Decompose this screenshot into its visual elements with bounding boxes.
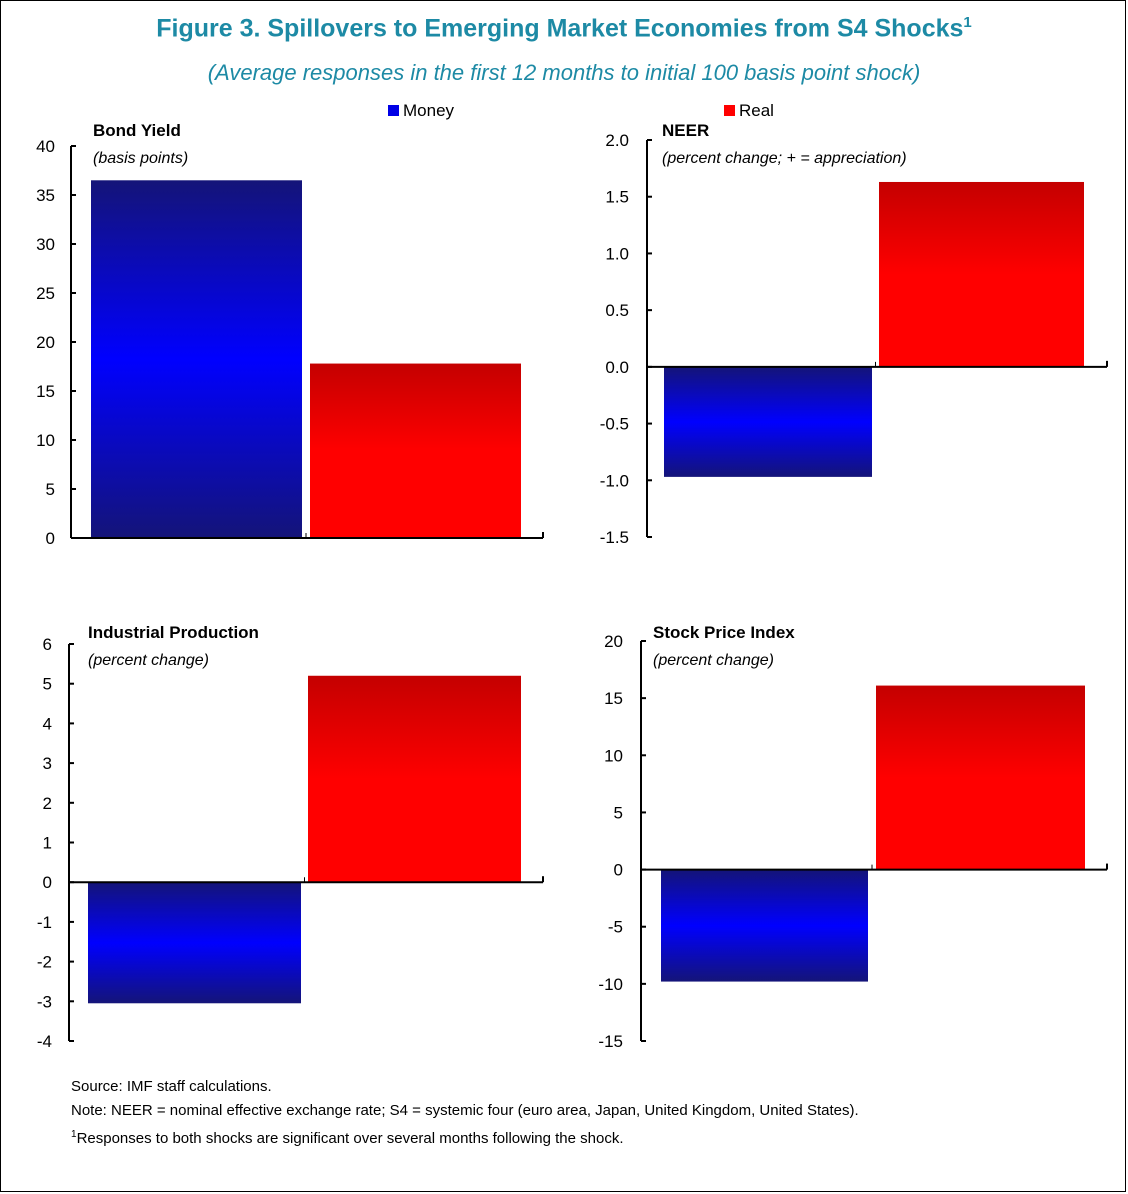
y-tick-label: 5 <box>614 803 623 822</box>
bar-real <box>308 675 521 883</box>
panel-subtitle: (percent change) <box>653 652 774 669</box>
footnote-text: Responses to both shocks are significant… <box>76 1130 624 1147</box>
y-tick-label: -0.5 <box>600 415 629 434</box>
y-tick-label: 0.0 <box>605 358 629 377</box>
panel-subtitle: (percent change) <box>88 652 209 669</box>
chart-panel-2: 2.0 1.5 1.0 0.5 0.0 -0.5 -1.0 -1.5 NEER (percent … <box>600 121 1108 547</box>
y-tick-label: 3 <box>43 754 52 773</box>
y-tick-label: 30 <box>36 235 55 254</box>
y-tick-label: 6 <box>43 635 52 654</box>
y-tick-label: 4 <box>43 714 52 733</box>
y-tick-label: 2 <box>43 794 52 813</box>
y-tick-label: 0 <box>46 529 55 548</box>
bar-money <box>661 869 868 982</box>
panel-title: Stock Price Index <box>653 623 795 642</box>
y-tick-label: -15 <box>598 1032 623 1051</box>
notes: Source: IMF staff calculations. Note: NE… <box>71 1075 859 1151</box>
y-tick-label: 10 <box>36 431 55 450</box>
y-tick-label: 20 <box>604 632 623 651</box>
y-tick-label: 0 <box>614 861 623 880</box>
chart-panel-3: 6 5 4 3 2 1 0 -1 -2 -3 -4 Industrial Production (per… <box>37 623 544 1051</box>
panel-title: Industrial Production <box>88 623 259 642</box>
bar-real <box>310 363 521 538</box>
y-tick-label: -3 <box>37 992 52 1011</box>
figure-subtitle: (Average responses in the first 12 month… <box>207 60 921 85</box>
bar-money <box>664 366 872 477</box>
y-tick-label: 0.5 <box>605 301 629 320</box>
legend-item-real: Real <box>724 101 774 121</box>
figure-title-text: Figure 3. Spillovers to Emerging Market … <box>156 14 964 43</box>
bar-real <box>879 181 1084 367</box>
chart-panel-4: 20 15 10 5 0 -5 -10 -15 Stock Price Index (percen… <box>598 623 1108 1051</box>
title-footnote-mark: 1 <box>963 14 972 31</box>
y-tick-label: -10 <box>598 975 623 994</box>
y-tick-label: 15 <box>36 382 55 401</box>
y-tick-label: -1.5 <box>600 528 629 547</box>
footnote-mark: 1 <box>71 1129 77 1140</box>
figure-title: Figure 3. Spillovers to Emerging Market … <box>0 14 1128 43</box>
abbreviation-note: Note: NEER = nominal effective exchange … <box>71 1102 859 1119</box>
y-tick-label: 2.0 <box>605 131 629 150</box>
legend-item-money: Money <box>388 101 454 121</box>
y-tick-label: 40 <box>36 137 55 156</box>
source-note: Source: IMF staff calculations. <box>71 1078 272 1095</box>
legend-swatch-money <box>388 105 399 116</box>
bar-money <box>91 180 302 539</box>
y-tick-label: 1 <box>43 834 52 853</box>
legend-swatch-real <box>724 105 735 116</box>
bar-real <box>876 685 1085 870</box>
panel-title: Bond Yield <box>93 121 181 140</box>
y-tick-label: 35 <box>36 186 55 205</box>
chart-panel-1: 40 35 30 25 20 15 10 5 0 Bond Yield (basis points) <box>36 121 544 548</box>
y-tick-label: -4 <box>37 1032 52 1051</box>
y-tick-label: 10 <box>604 746 623 765</box>
y-tick-label: -2 <box>37 953 52 972</box>
y-tick-label: 1.0 <box>605 244 629 263</box>
y-tick-label: 0 <box>43 873 52 892</box>
panel-subtitle: (percent change; + = appreciation) <box>662 150 907 167</box>
panel-title: NEER <box>662 121 709 140</box>
panel-subtitle: (basis points) <box>93 150 188 167</box>
legend-label-money: Money <box>403 101 455 120</box>
y-tick-label: 5 <box>43 675 52 694</box>
y-tick-label: -1 <box>37 913 52 932</box>
y-tick-label: 1.5 <box>605 188 629 207</box>
y-tick-label: 5 <box>46 480 55 499</box>
bar-money <box>88 882 301 1004</box>
footnote: 1Responses to both shocks are significan… <box>71 1123 859 1151</box>
legend-label-real: Real <box>739 101 774 120</box>
y-tick-label: 15 <box>604 689 623 708</box>
y-tick-label: 20 <box>36 333 55 352</box>
y-tick-label: -1.0 <box>600 471 629 490</box>
y-tick-label: 25 <box>36 284 55 303</box>
y-tick-label: -5 <box>608 918 623 937</box>
